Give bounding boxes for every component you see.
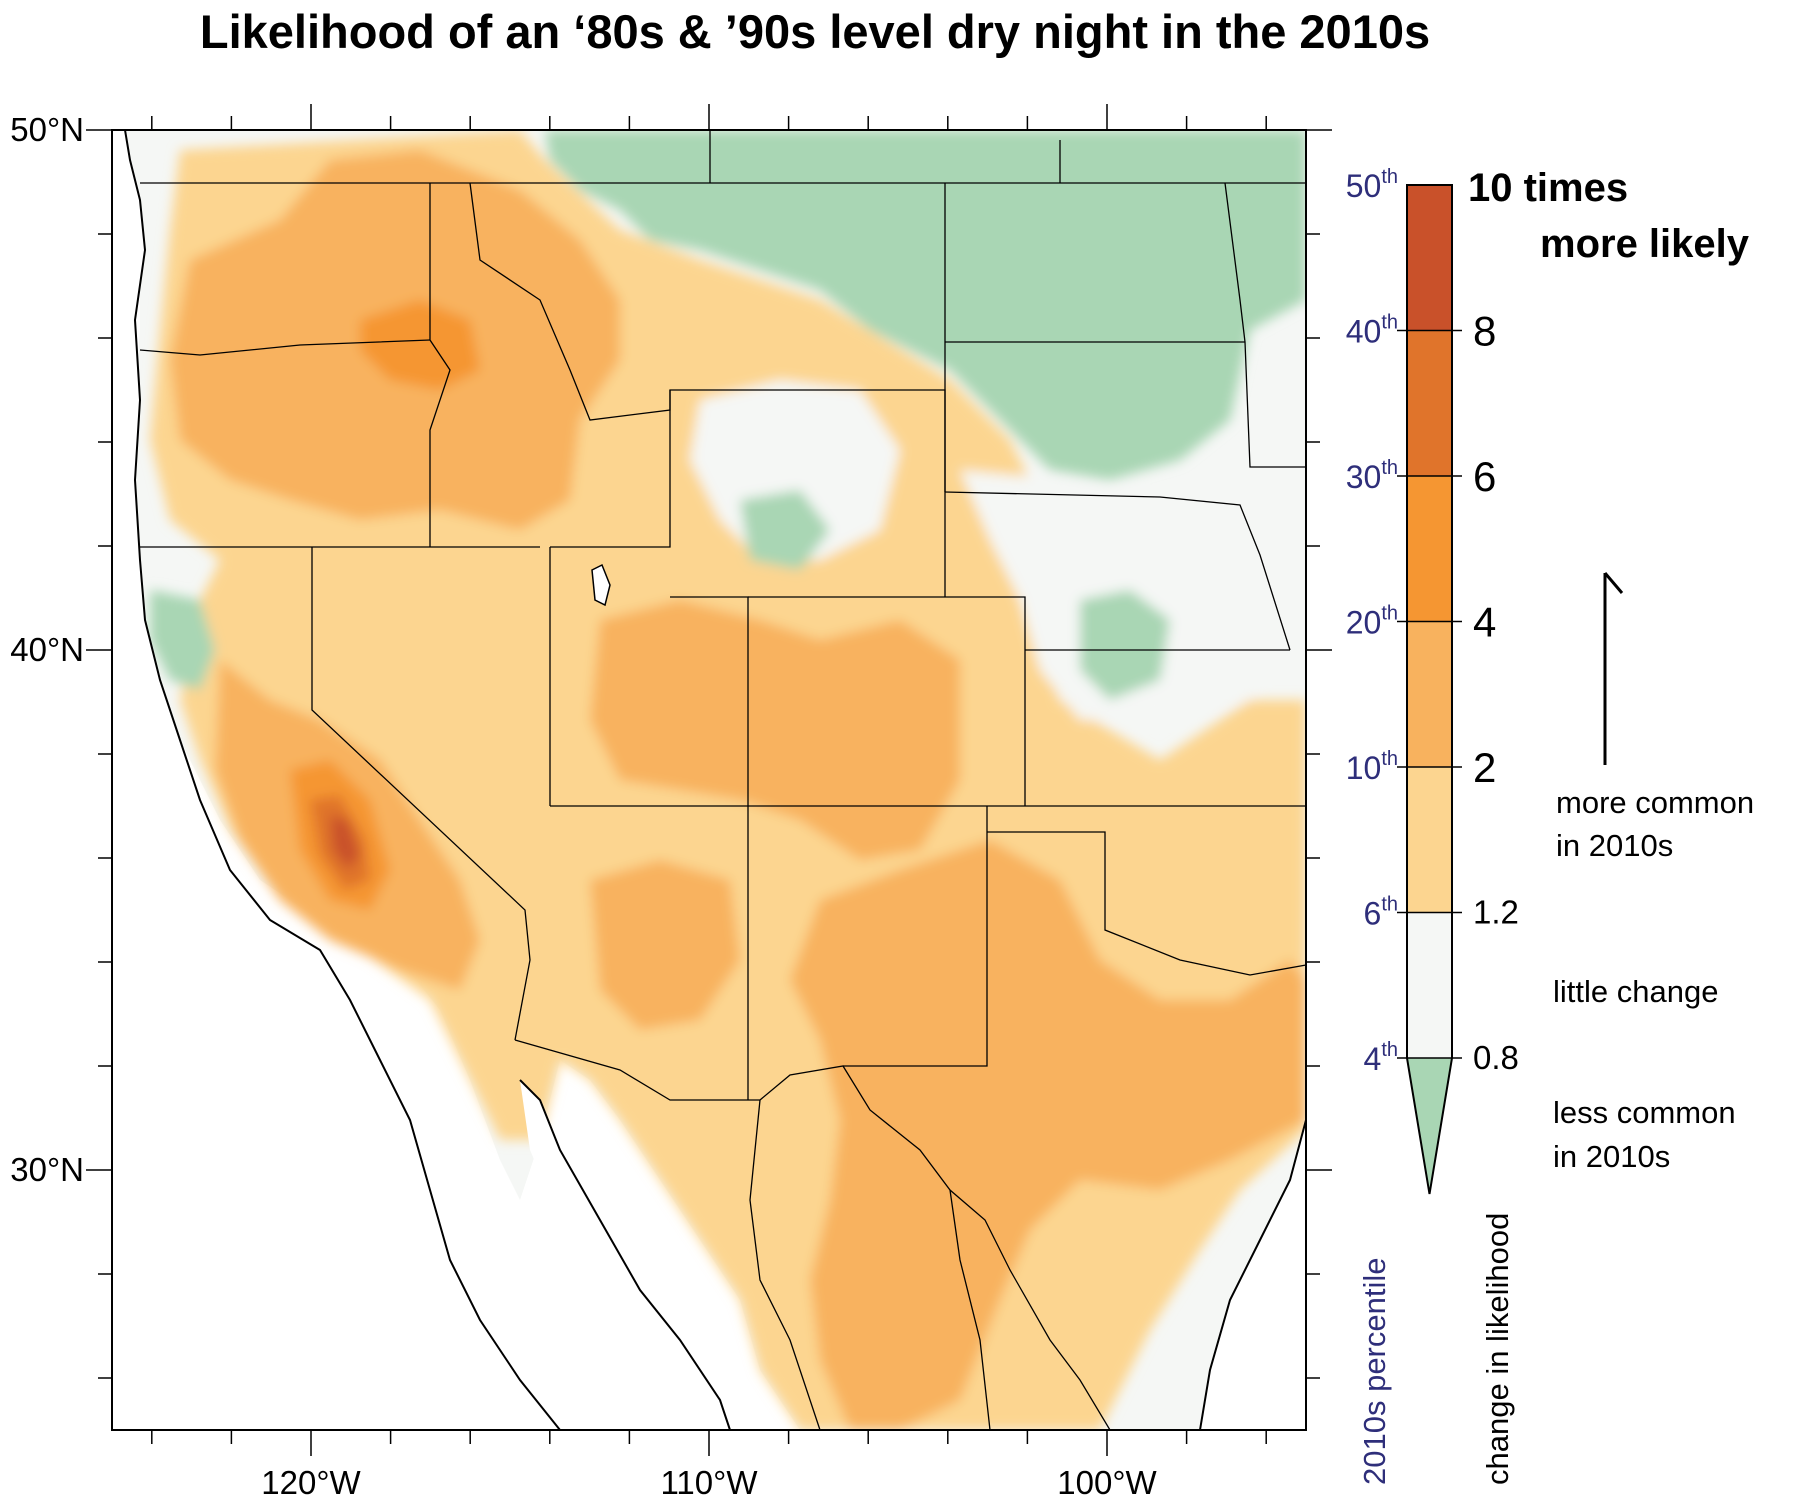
colorbar-bin	[1407, 912, 1452, 1058]
border-sd-ne	[944, 491, 1291, 651]
colorbar-bin	[1407, 621, 1452, 767]
border-wy-co	[748, 596, 1026, 806]
border-ca-nv	[311, 547, 531, 1041]
percentile-tick-label: 50th	[1346, 166, 1398, 204]
border-wa-or	[139, 339, 431, 356]
likelihood-tick-label: 1.2	[1473, 894, 1519, 931]
less-common-label-line2: in 2010s	[1553, 1139, 1671, 1174]
green-patch-wyoming	[740, 490, 830, 570]
lat-label: 50°N	[10, 111, 84, 148]
lon-labels: 120°W 110°W 100°W	[261, 1464, 1157, 1501]
percentile-tick-label: 30th	[1346, 457, 1398, 495]
orange-hotspot-idaho-oregon	[360, 300, 480, 390]
map-field	[112, 130, 1306, 1430]
colorbar-triangle	[1407, 1058, 1452, 1194]
less-common-label-line1: less common	[1553, 1095, 1736, 1130]
percentile-tick-label: 6th	[1364, 894, 1398, 932]
likelihood-axis-label: change in likelihood	[1480, 1213, 1515, 1485]
border-sd-mt-minor	[709, 130, 1061, 183]
map-title: Likelihood of an ‘80s & ’90s level dry n…	[199, 5, 1431, 58]
border-us-mexico	[514, 1039, 1111, 1431]
likelihood-tick-label: 0.8	[1473, 1039, 1519, 1076]
border-ok	[987, 831, 1307, 976]
more-common-label-line1: more common	[1556, 785, 1755, 820]
percentile-tick-label: 4th	[1364, 1039, 1398, 1077]
percentile-tick-label: 40th	[1346, 312, 1398, 350]
little-change-label: little change	[1553, 974, 1719, 1009]
percentile-axis-label: 2010s percentile	[1357, 1258, 1392, 1486]
green-patch-nebraska	[1080, 590, 1170, 700]
likelihood-tick-label: 4	[1473, 599, 1496, 646]
lat-label: 40°N	[10, 631, 84, 668]
likelihood-patches	[150, 130, 1306, 1430]
border-or-id	[429, 183, 451, 547]
lat-label: 30°N	[10, 1151, 84, 1188]
coastline-gulf-california	[519, 1079, 731, 1431]
orange-region-south	[790, 840, 1306, 1430]
orange-region-arizona	[590, 860, 740, 1030]
border-mn	[1224, 182, 1306, 468]
frame-ticks	[86, 104, 1332, 1456]
colorbar-bin	[1407, 767, 1452, 913]
coastline	[124, 129, 561, 1431]
colorbar-bin	[1407, 330, 1452, 476]
lat-labels: 50°N 40°N 30°N	[10, 111, 84, 1188]
likelihood-tick-label: 8	[1473, 308, 1496, 355]
percentile-ticks: 50th 40th 30th 20th 10th 6th 4th	[1346, 166, 1398, 1077]
green-region-california-coast	[150, 590, 215, 690]
likelihood-title-line2: more likely	[1540, 222, 1750, 266]
lon-label: 110°W	[661, 1464, 759, 1501]
political-borders	[139, 130, 1307, 1431]
gulf-of-california	[520, 1080, 730, 1430]
colorbar-bin	[1407, 185, 1452, 331]
great-salt-lake	[591, 563, 611, 607]
green-region-northern-plains	[545, 130, 1306, 480]
likelihood-tick-label: 2	[1473, 744, 1496, 791]
likelihood-ticks: 10 times more likely 8 6 4 2 1.2 0.8	[1468, 166, 1750, 1076]
lon-label: 120°W	[261, 1464, 361, 1501]
coastline-gulf-mexico	[1199, 1119, 1307, 1431]
border-mexico-states	[749, 1099, 991, 1431]
up-arrow-icon	[1603, 572, 1624, 765]
pacific-ocean	[112, 130, 560, 1430]
colorbar-bin	[1407, 476, 1452, 622]
likelihood-tick-label: 6	[1473, 453, 1496, 500]
lon-label: 100°W	[1057, 1464, 1157, 1501]
colorbar	[1397, 184, 1462, 1195]
orange-region-colorado	[590, 600, 960, 860]
gulf-of-mexico	[1200, 1120, 1306, 1430]
percentile-tick-label: 20th	[1346, 603, 1398, 641]
more-common-label-line2: in 2010s	[1556, 828, 1674, 863]
dark-red-hotspot-sierra	[330, 815, 360, 870]
percentile-tick-label: 10th	[1346, 748, 1398, 786]
border-nm-tx	[843, 806, 988, 1067]
likelihood-title-line1: 10 times	[1468, 166, 1628, 210]
